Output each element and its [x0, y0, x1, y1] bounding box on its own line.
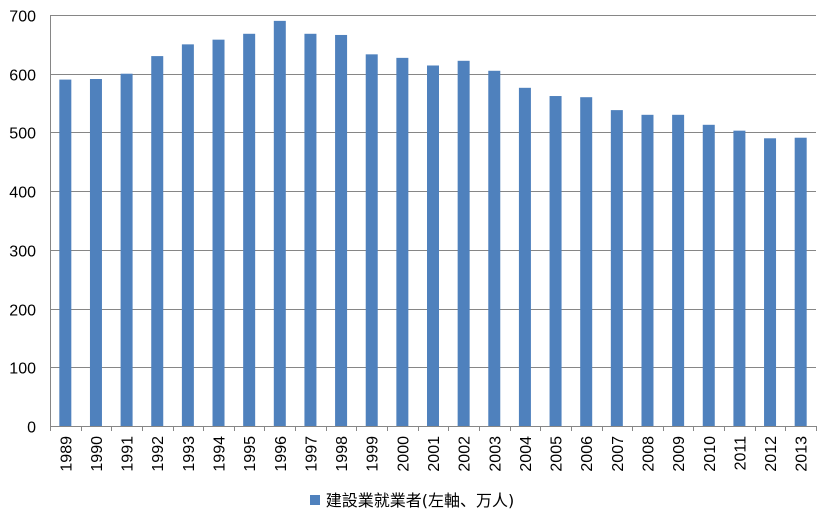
bar-2009: [672, 114, 685, 426]
x-tick-label: 2003: [487, 436, 504, 472]
bar-1989: [59, 79, 72, 426]
x-tick-label: 1996: [273, 436, 290, 472]
bar-1993: [181, 44, 194, 427]
y-tick-label: 700: [9, 9, 36, 26]
x-tick-label: 2013: [794, 436, 811, 472]
bar-2011: [733, 130, 746, 427]
x-tick-label: 1991: [120, 436, 137, 472]
x-tick-labels: 1989 1990 1991 1992 1993 1994 1995 1996 1997 1998…: [58, 436, 810, 472]
bar-2008: [641, 114, 654, 426]
bar-1996: [273, 20, 286, 427]
y-tick-label: 100: [9, 361, 36, 378]
y-tick-label: 500: [9, 126, 36, 143]
bar-2012: [764, 138, 777, 427]
legend-label: 建設業就業者(左軸、万人): [325, 491, 515, 510]
bar-2006: [580, 97, 593, 426]
x-tick-label: 1989: [58, 436, 75, 472]
y-tick-label: 0: [27, 420, 36, 437]
x-tick-label: 1990: [89, 436, 106, 472]
x-tick-label: 2000: [395, 436, 412, 472]
x-tick-label: 2008: [640, 436, 657, 472]
bar-1998: [335, 34, 348, 427]
x-tick-label: 1995: [242, 436, 259, 472]
x-tick-label: 1997: [303, 436, 320, 472]
bar-2013: [794, 137, 807, 426]
bars: [59, 20, 807, 427]
x-tick-label: 1998: [334, 436, 351, 472]
bar-1992: [151, 56, 164, 426]
x-tick-label: 1994: [212, 436, 229, 472]
bar-2000: [396, 57, 409, 427]
bar-2007: [610, 110, 623, 427]
bar-2004: [518, 87, 531, 426]
bar-2010: [702, 124, 715, 427]
axes: [50, 15, 817, 431]
y-tick-label: 600: [9, 68, 36, 85]
x-tick-label: 2002: [457, 436, 474, 472]
bar-1995: [243, 33, 256, 426]
x-tick-label: 2005: [549, 436, 566, 472]
x-tick-label: 1992: [150, 436, 167, 472]
x-tick-label: 2001: [426, 436, 443, 472]
x-tick-label: 2006: [579, 436, 596, 472]
x-tick-label: 2011: [732, 436, 749, 471]
bar-1990: [89, 79, 102, 426]
x-tick-label: 2012: [763, 436, 780, 472]
bar-1997: [304, 33, 317, 426]
y-tick-label: 300: [9, 244, 36, 261]
bar-2001: [427, 65, 439, 427]
legend-swatch: [309, 494, 320, 505]
x-tick-label: 1999: [365, 436, 382, 472]
x-tick-label: 2004: [518, 436, 535, 472]
bar-2005: [549, 96, 562, 426]
y-tick-label: 200: [9, 303, 36, 320]
x-tick-label: 1993: [181, 436, 198, 472]
y-tick-labels: 0 100 200 300 400 500 600 700: [9, 9, 36, 437]
x-tick-label: 2010: [702, 436, 719, 472]
legend: 建設業就業者(左軸、万人): [0, 487, 824, 511]
x-tick-label: 2007: [610, 436, 627, 472]
x-tick-label: 2009: [671, 436, 688, 472]
bar-1994: [212, 39, 225, 426]
bar-2002: [457, 60, 470, 427]
bar-1999: [365, 54, 378, 427]
bar-1991: [120, 73, 133, 427]
bar-2003: [488, 70, 501, 426]
y-tick-label: 400: [9, 185, 36, 202]
